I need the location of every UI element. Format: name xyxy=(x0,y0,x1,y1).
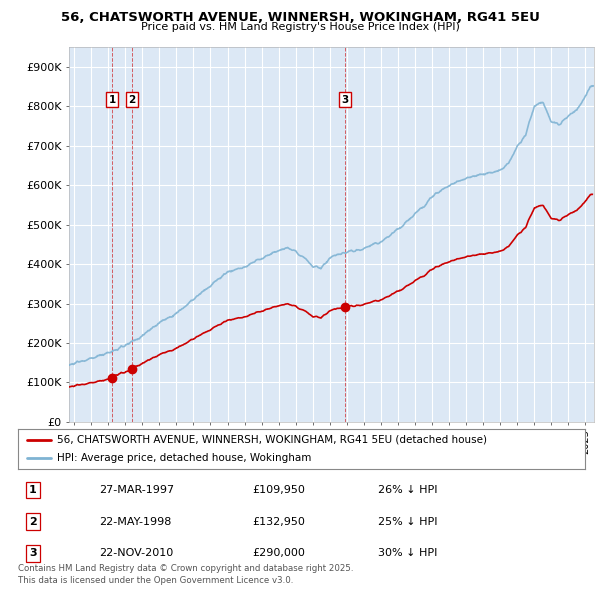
Text: 1: 1 xyxy=(109,94,116,104)
Text: 25% ↓ HPI: 25% ↓ HPI xyxy=(378,517,437,526)
Text: Contains HM Land Registry data © Crown copyright and database right 2025.
This d: Contains HM Land Registry data © Crown c… xyxy=(18,565,353,585)
Text: 2: 2 xyxy=(128,94,136,104)
Text: 3: 3 xyxy=(29,549,37,558)
Text: 3: 3 xyxy=(341,94,349,104)
Text: 1: 1 xyxy=(29,485,37,494)
Text: £109,950: £109,950 xyxy=(252,485,305,494)
Text: £132,950: £132,950 xyxy=(252,517,305,526)
Text: 30% ↓ HPI: 30% ↓ HPI xyxy=(378,549,437,558)
Text: 2: 2 xyxy=(29,517,37,526)
Text: 26% ↓ HPI: 26% ↓ HPI xyxy=(378,485,437,494)
Text: 27-MAR-1997: 27-MAR-1997 xyxy=(99,485,174,494)
Text: £290,000: £290,000 xyxy=(252,549,305,558)
Text: 22-MAY-1998: 22-MAY-1998 xyxy=(99,517,172,526)
Text: 22-NOV-2010: 22-NOV-2010 xyxy=(99,549,173,558)
Text: 56, CHATSWORTH AVENUE, WINNERSH, WOKINGHAM, RG41 5EU: 56, CHATSWORTH AVENUE, WINNERSH, WOKINGH… xyxy=(61,11,539,24)
Text: HPI: Average price, detached house, Wokingham: HPI: Average price, detached house, Woki… xyxy=(56,453,311,463)
Text: Price paid vs. HM Land Registry's House Price Index (HPI): Price paid vs. HM Land Registry's House … xyxy=(140,22,460,32)
Text: 56, CHATSWORTH AVENUE, WINNERSH, WOKINGHAM, RG41 5EU (detached house): 56, CHATSWORTH AVENUE, WINNERSH, WOKINGH… xyxy=(56,435,487,445)
